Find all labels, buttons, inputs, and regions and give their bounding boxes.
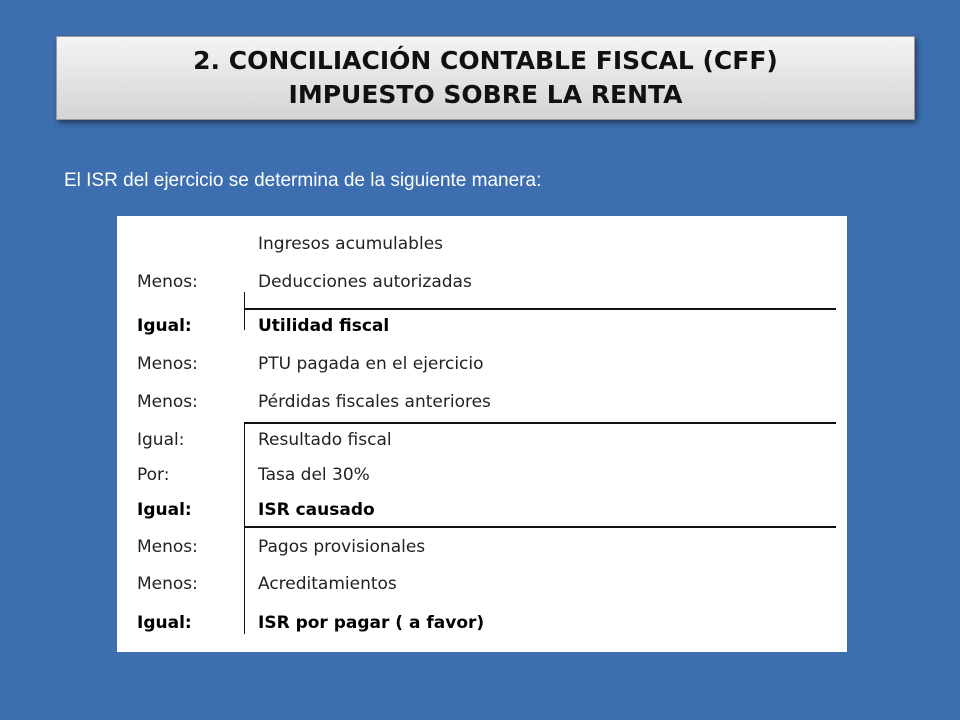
row-operator: Menos: [137,392,198,412]
row-operator: Menos: [137,354,198,374]
table-row: Igual: Utilidad fiscal [117,307,847,345]
slide-title-line-1: 2. CONCILIACIÓN CONTABLE FISCAL (CFF) [193,46,778,75]
row-concept: ISR por pagar ( a favor) [258,613,485,633]
row-concept: Tasa del 30% [258,465,370,485]
row-concept: Pérdidas fiscales anteriores [258,392,491,412]
table-row: Menos: PTU pagada en el ejercicio [117,345,847,383]
row-concept: Resultado fiscal [258,430,392,450]
row-concept: Pagos provisionales [258,537,426,557]
row-operator: Menos: [137,272,198,292]
column-divider [244,422,245,526]
row-operator: Igual: [137,500,192,520]
table-row: Igual: ISR causado [117,491,847,529]
row-concept: ISR causado [258,500,375,520]
slide-title-box: 2. CONCILIACIÓN CONTABLE FISCAL (CFF) IM… [56,36,915,120]
row-operator: Igual: [137,316,192,336]
isr-calculation-table: Ingresos acumulables Menos: Deducciones … [117,216,847,652]
table-row: Menos: Deducciones autorizadas [117,263,847,301]
column-divider [244,526,245,634]
row-operator: Menos: [137,574,198,594]
table-row: Menos: Acreditamientos [117,565,847,603]
table-row: Menos: Pérdidas fiscales anteriores [117,383,847,421]
row-concept: Deducciones autorizadas [258,272,472,292]
table-row: Igual: ISR por pagar ( a favor) [117,604,847,642]
row-concept: Utilidad fiscal [258,316,390,336]
row-operator: Menos: [137,537,198,557]
row-concept: PTU pagada en el ejercicio [258,354,484,374]
table-row: Por: Tasa del 30% [117,456,847,494]
table-row: Menos: Pagos provisionales [117,528,847,566]
row-operator: Igual: [137,613,192,633]
column-divider [244,292,245,330]
row-operator: Por: [137,465,170,485]
row-concept: Ingresos acumulables [258,234,444,254]
subtotal-rule [244,308,836,310]
table-row: Igual: Resultado fiscal [117,421,847,459]
subtotal-rule [244,526,836,528]
row-operator: Igual: [137,430,185,450]
slide-title-line-2: IMPUESTO SOBRE LA RENTA [288,80,683,109]
row-concept: Acreditamientos [258,574,397,594]
intro-text: El ISR del ejercicio se determina de la … [64,170,542,191]
subtotal-rule [244,422,836,424]
table-row: Ingresos acumulables [117,225,847,263]
